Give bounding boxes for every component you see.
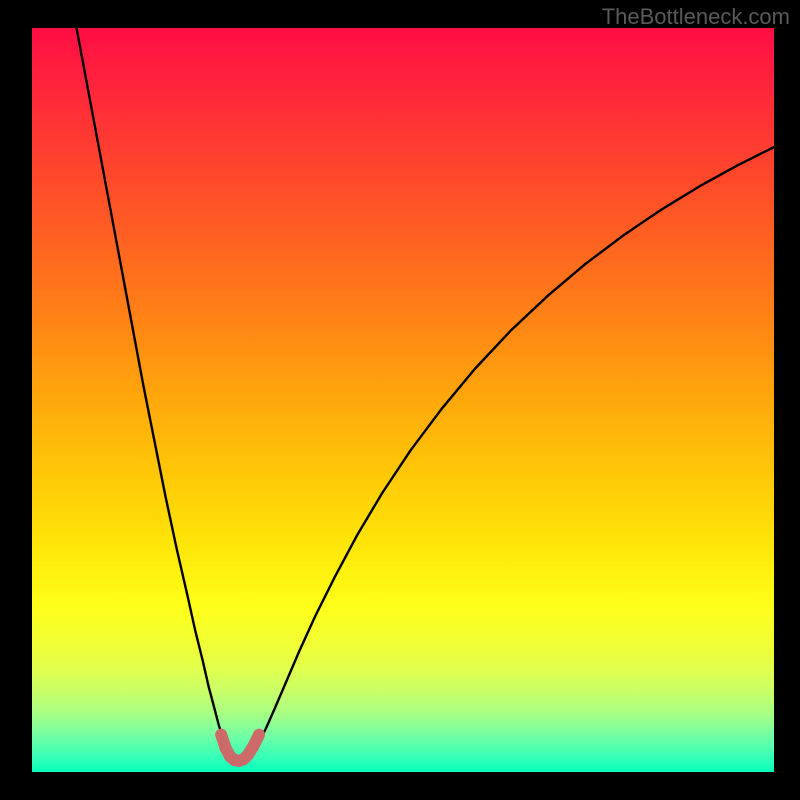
gradient-background xyxy=(32,28,774,772)
plot-svg xyxy=(32,28,774,772)
dip-marker-dot xyxy=(215,729,227,741)
watermark-text: TheBottleneck.com xyxy=(602,4,790,30)
chart-container: TheBottleneck.com xyxy=(0,0,800,800)
plot-area xyxy=(32,28,774,772)
dip-marker-dot xyxy=(253,729,265,741)
dip-marker-dot xyxy=(247,741,259,753)
